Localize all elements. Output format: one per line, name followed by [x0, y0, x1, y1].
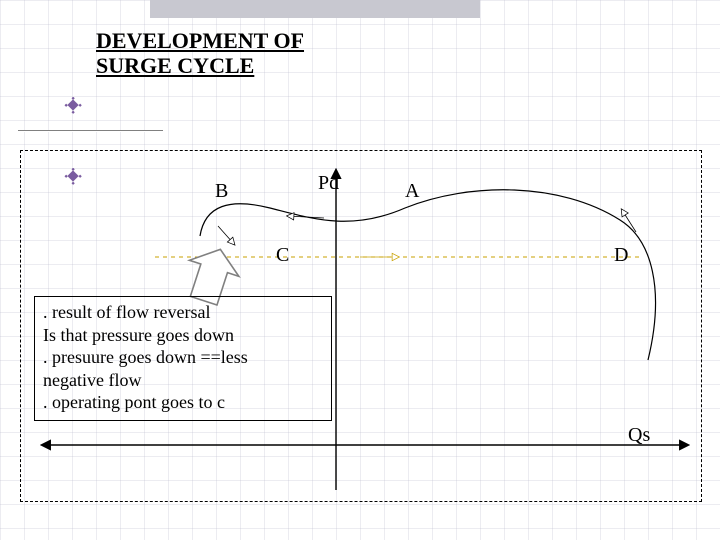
axis-y-label: Pd: [318, 172, 339, 195]
textbox-line-2: Is that pressure goes down: [43, 324, 323, 347]
point-b-label: B: [215, 180, 228, 203]
textbox-line-5: . operating pont goes to c: [43, 391, 323, 414]
textbox-line-3: . presuure goes down ==less: [43, 346, 323, 369]
slide-title: DEVELOPMENT OF SURGE CYCLE: [96, 28, 304, 79]
textbox-line-4: negative flow: [43, 369, 323, 392]
textbox-line-1: . result of flow reversal: [43, 301, 323, 324]
axis-x-label: Qs: [628, 424, 650, 447]
title-line-2: SURGE CYCLE: [96, 53, 254, 78]
point-c-label: C: [276, 244, 289, 267]
header-rule: [18, 130, 163, 132]
point-d-label: D: [614, 244, 628, 267]
point-a-label: A: [405, 180, 419, 203]
top-shade-bar: [150, 0, 480, 18]
explanation-textbox: . result of flow reversal Is that pressu…: [34, 296, 332, 421]
title-line-1: DEVELOPMENT OF: [96, 28, 304, 53]
bullet-diamond-1: [62, 97, 84, 119]
